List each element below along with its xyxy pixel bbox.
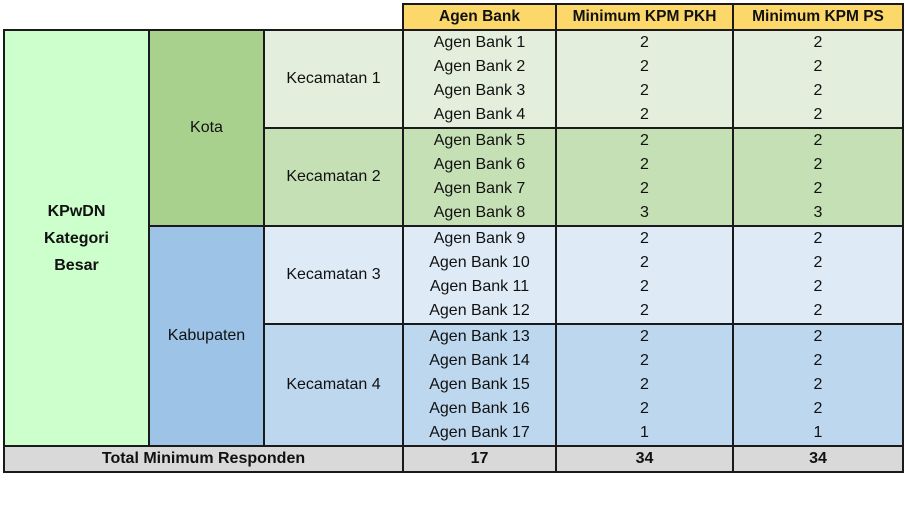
agen-bank-cell: Agen Bank 7 <box>402 177 557 201</box>
header-min-ps: Minimum KPM PS <box>732 3 904 31</box>
min-ps-cell: 2 <box>732 55 904 79</box>
region-label-line2: Kategori <box>44 229 109 247</box>
agen-bank-cell: Agen Bank 17 <box>402 421 557 446</box>
min-ps-cell: 2 <box>732 225 904 251</box>
agen-bank-cell: Agen Bank 4 <box>402 103 557 128</box>
agen-bank-cell: Agen Bank 12 <box>402 299 557 324</box>
table-body: KPwDN Kategori Besar Kota Kecamatan 1 Agen Ba… <box>3 29 904 447</box>
min-ps-cell: 2 <box>732 349 904 373</box>
min-ps-cell: 2 <box>732 275 904 299</box>
min-ps-cell: 2 <box>732 397 904 421</box>
min-pkh-cell: 2 <box>555 153 734 177</box>
min-pkh-cell: 2 <box>555 275 734 299</box>
min-pkh-cell: 1 <box>555 421 734 446</box>
min-ps-cell: 2 <box>732 79 904 103</box>
min-pkh-cell: 2 <box>555 177 734 201</box>
agen-bank-cell: Agen Bank 8 <box>402 201 557 226</box>
min-pkh-cell: 3 <box>555 201 734 226</box>
min-pkh-cell: 2 <box>555 251 734 275</box>
agen-bank-cell: Agen Bank 16 <box>402 397 557 421</box>
header-row: Agen Bank Minimum KPM PKH Minimum KPM PS <box>4 3 904 31</box>
header-min-pkh: Minimum KPM PKH <box>555 3 734 31</box>
agen-bank-cell: Agen Bank 9 <box>402 225 557 251</box>
min-ps-cell: 2 <box>732 373 904 397</box>
table-row: Agen Bank 15 2 2 <box>4 373 904 397</box>
min-pkh-cell: 2 <box>555 127 734 153</box>
agen-bank-cell: Agen Bank 10 <box>402 251 557 275</box>
min-ps-cell: 2 <box>732 299 904 324</box>
region-label-line3: Besar <box>54 256 99 274</box>
table-row: Agen Bank 17 1 1 <box>4 421 904 446</box>
min-ps-cell: 2 <box>732 29 904 55</box>
min-pkh-cell: 2 <box>555 373 734 397</box>
min-pkh-cell: 2 <box>555 323 734 349</box>
agen-bank-cell: Agen Bank 2 <box>402 55 557 79</box>
area-kota-cell: Kota <box>148 29 265 227</box>
min-ps-cell: 1 <box>732 421 904 446</box>
kecamatan-2-cell: Kecamatan 2 <box>263 127 404 227</box>
agen-bank-cell: Agen Bank 15 <box>402 373 557 397</box>
area-kabupaten-cell: Kabupaten <box>148 225 265 447</box>
min-pkh-cell: 2 <box>555 225 734 251</box>
min-ps-cell: 2 <box>732 177 904 201</box>
min-ps-cell: 2 <box>732 127 904 153</box>
kecamatan-3-cell: Kecamatan 3 <box>263 225 404 325</box>
header-blank <box>4 4 403 30</box>
agen-bank-cell: Agen Bank 14 <box>402 349 557 373</box>
region-label-line1: KPwDN <box>47 202 106 220</box>
kecamatan-4-cell: Kecamatan 4 <box>263 323 404 447</box>
min-ps-cell: 3 <box>732 201 904 226</box>
total-pkh: 34 <box>555 445 734 473</box>
table-row: Agen Bank 10 2 2 <box>4 251 904 275</box>
table-row: Agen Bank 12 2 2 <box>4 299 904 324</box>
min-pkh-cell: 2 <box>555 103 734 128</box>
total-label: Total Minimum Responden <box>3 445 404 473</box>
region-cell: KPwDN Kategori Besar <box>3 29 150 447</box>
table-row: Agen Bank 11 2 2 <box>4 275 904 299</box>
kecamatan-1-cell: Kecamatan 1 <box>263 29 404 129</box>
table-row: KPwDN Kategori Besar Kota Kecamatan 1 Agen Ba… <box>3 29 904 447</box>
agen-bank-cell: Agen Bank 13 <box>402 323 557 349</box>
total-agen: 17 <box>402 445 557 473</box>
min-ps-cell: 2 <box>732 103 904 128</box>
min-pkh-cell: 2 <box>555 397 734 421</box>
total-row: Total Minimum Responden 17 34 34 <box>3 445 904 473</box>
min-ps-cell: 2 <box>732 251 904 275</box>
header-agen-bank: Agen Bank <box>402 3 557 31</box>
table-row: Agen Bank 14 2 2 <box>4 349 904 373</box>
agen-bank-cell: Agen Bank 6 <box>402 153 557 177</box>
total-ps: 34 <box>732 445 904 473</box>
min-pkh-cell: 2 <box>555 29 734 55</box>
agen-bank-cell: Agen Bank 11 <box>402 275 557 299</box>
agen-bank-cell: Agen Bank 3 <box>402 79 557 103</box>
min-pkh-cell: 2 <box>555 79 734 103</box>
min-pkh-cell: 2 <box>555 299 734 324</box>
table-row: Kecamatan 4 Agen Bank 13 2 2 <box>4 323 904 447</box>
responden-table: Agen Bank Minimum KPM PKH Minimum KPM PS… <box>3 3 904 473</box>
min-ps-cell: 2 <box>732 153 904 177</box>
agen-bank-cell: Agen Bank 5 <box>402 127 557 153</box>
agen-bank-cell: Agen Bank 1 <box>402 29 557 55</box>
table-row: Agen Bank 16 2 2 <box>4 397 904 421</box>
min-ps-cell: 2 <box>732 323 904 349</box>
min-pkh-cell: 2 <box>555 55 734 79</box>
min-pkh-cell: 2 <box>555 349 734 373</box>
